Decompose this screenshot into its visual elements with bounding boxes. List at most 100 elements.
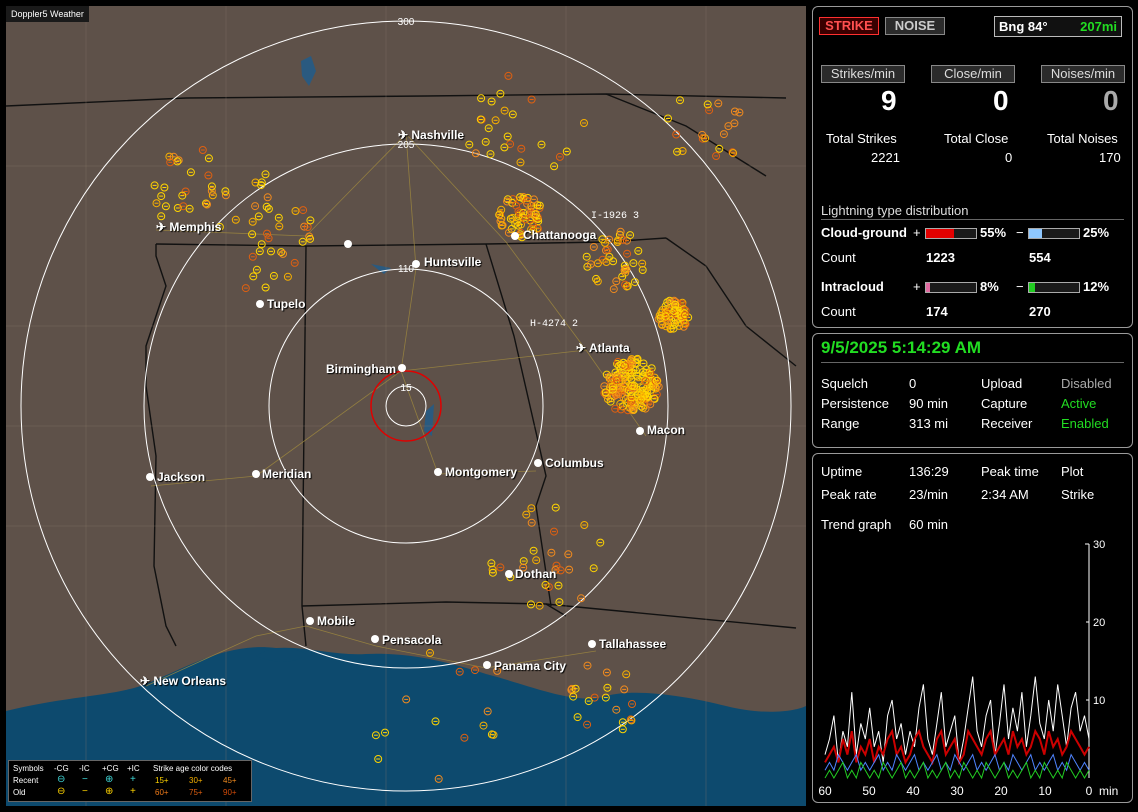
strike-marker [626,403,635,412]
strike-marker [672,130,681,139]
x-axis-label: min [1099,784,1118,798]
cg-neg-pct: 25% [1083,225,1110,240]
strike-marker [703,100,712,109]
ic-neg-bar [1028,282,1080,293]
strike-marker [527,95,536,104]
x-tick-label: 50 [862,784,876,798]
noises-per-min: 0 [1103,85,1119,116]
strike-button[interactable]: STRIKE [819,17,879,35]
strike-marker [264,234,273,243]
ic-plus-sign: + [913,279,921,294]
strike-marker [730,107,739,116]
city-dots [146,232,644,669]
strike-marker [676,96,684,105]
strike-marker [460,733,469,742]
strike-marker [666,298,675,307]
strike-marker [622,670,631,679]
strike-marker [252,265,261,274]
strike-marker [551,503,560,512]
strike-marker [279,249,287,258]
cg-neg-bar [1028,228,1080,239]
noise-button[interactable]: NOISE [885,17,945,35]
age-45: 45+ [223,776,237,785]
receiver-value: Enabled [1061,416,1109,431]
strike-marker [573,713,582,722]
strike-marker [618,235,627,244]
strike-marker [529,221,538,230]
strike-marker [618,362,627,371]
bearing: Bng 84° [999,19,1048,34]
legend-symbols-label: Symbols [13,764,44,773]
strike-marker [537,140,546,149]
squelch-label: Squelch [821,376,868,391]
strike-marker [589,243,598,251]
strike-marker [527,518,536,527]
strike-marker [601,238,609,247]
strike-marker [231,215,240,224]
strike-marker [504,71,513,80]
strike-marker [621,280,630,289]
strike-marker [607,377,616,386]
strike-marker [678,147,687,155]
plot-label: Plot [1061,464,1084,479]
strike-marker [647,364,656,373]
strike-marker [616,399,625,408]
peak-rate-value: 23/min [909,487,949,502]
city-tupelo: Tupelo [267,297,306,311]
strike-marker [500,143,509,152]
strike-marker [641,377,650,386]
radar-map[interactable]: 300 205 110 15 I-1926 3 H-4274 2 Doppler… [6,6,806,806]
strike-marker [508,110,517,119]
strike-marker [465,140,474,149]
strike-marker [402,695,411,704]
strike-marker [150,181,159,190]
strike-marker [497,221,506,230]
strike-marker [198,146,207,154]
city-tallahassee: Tallahassee [599,637,667,651]
old-neg-cg-icon: ⊖ [57,786,66,797]
strike-marker [571,684,580,693]
city-macon: Macon [647,423,686,437]
strike-marker [628,700,636,708]
ring-label-205: 205 [398,140,415,151]
strike-marker [664,114,672,123]
strike-marker [605,372,614,381]
strike-marker [519,213,528,222]
strike-marker [607,387,616,395]
peak-time-label: Peak time [981,464,1039,479]
strike-marker [508,213,517,222]
strike-marker [381,728,389,737]
y-tick-label: 30 [1093,539,1105,551]
strike-marker [516,158,525,167]
recent-pos-cg-icon: ⊕ [105,774,114,785]
strike-marker [203,200,211,209]
strike-marker [264,204,273,213]
strike-marker [580,521,589,529]
city-jackson: Jackson [157,470,206,484]
strikes-per-min-label: Strikes/min [821,65,905,83]
age-15: 15+ [155,776,169,785]
x-tick-label: 30 [950,784,964,798]
strike-marker [263,193,272,202]
bearing-box: Bng 84° 207mi [994,16,1122,37]
legend-old-label: Old [13,788,26,797]
strike-marker [629,259,638,268]
strike-marker [634,394,643,403]
strike-marker [602,258,611,266]
city-montgomery: Montgomery [445,465,517,479]
stats-panel: Uptime 136:29 Peak time Plot Peak rate 2… [812,453,1133,803]
strike-marker [161,202,170,211]
close-range-ring [370,370,442,442]
strike-marker [562,147,571,156]
ring-label-110: 110 [398,264,414,275]
strike-marker [489,730,498,739]
strike-marker [221,187,230,196]
x-tick-label: 40 [906,784,920,798]
strike-marker [552,561,561,570]
strike-marker [491,116,500,125]
ic-pos-pct: 8% [980,279,999,294]
strike-marker [471,666,479,675]
strike-marker [612,376,621,385]
age-30: 30+ [189,776,203,785]
strike-marker [202,199,210,208]
